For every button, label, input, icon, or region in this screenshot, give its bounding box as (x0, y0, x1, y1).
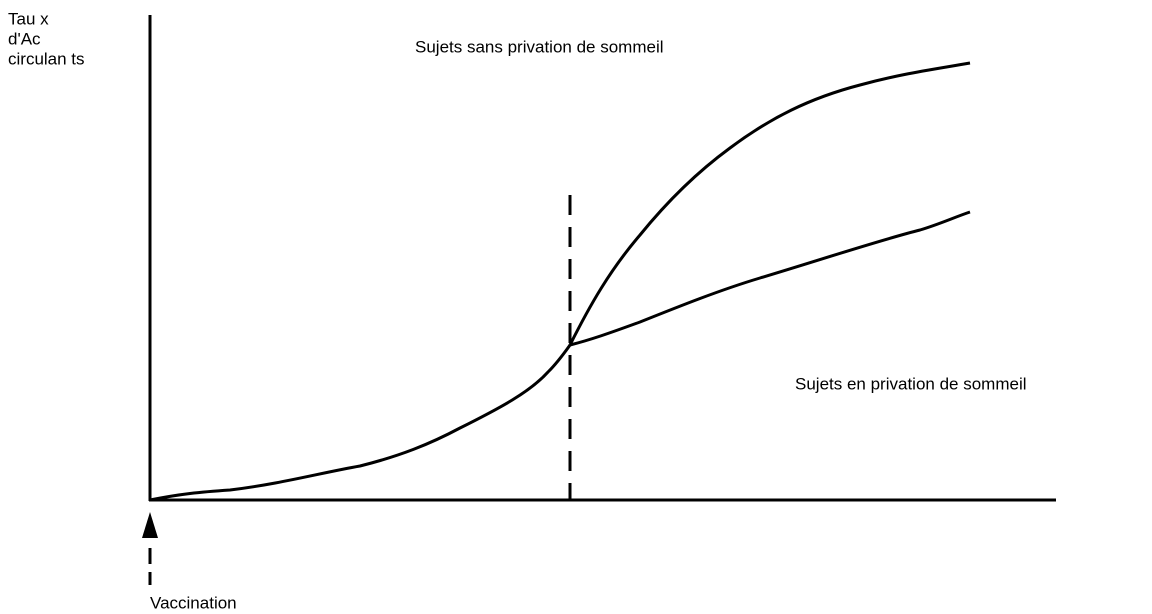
y-axis-label: Tau x (8, 9, 49, 28)
y-axis-label: circulan ts (8, 49, 85, 68)
vaccination-arrow-head (142, 512, 158, 538)
curve-label: Sujets en privation de sommeil (795, 374, 1027, 393)
event-label: Vaccination (150, 593, 237, 612)
curve-label: Sujets sans privation de sommeil (415, 37, 664, 56)
curve-without-deprivation (568, 61, 971, 346)
curve-with-deprivation (569, 210, 971, 347)
y-axis-label: d'Ac (8, 29, 41, 48)
common-curve (149, 344, 572, 502)
